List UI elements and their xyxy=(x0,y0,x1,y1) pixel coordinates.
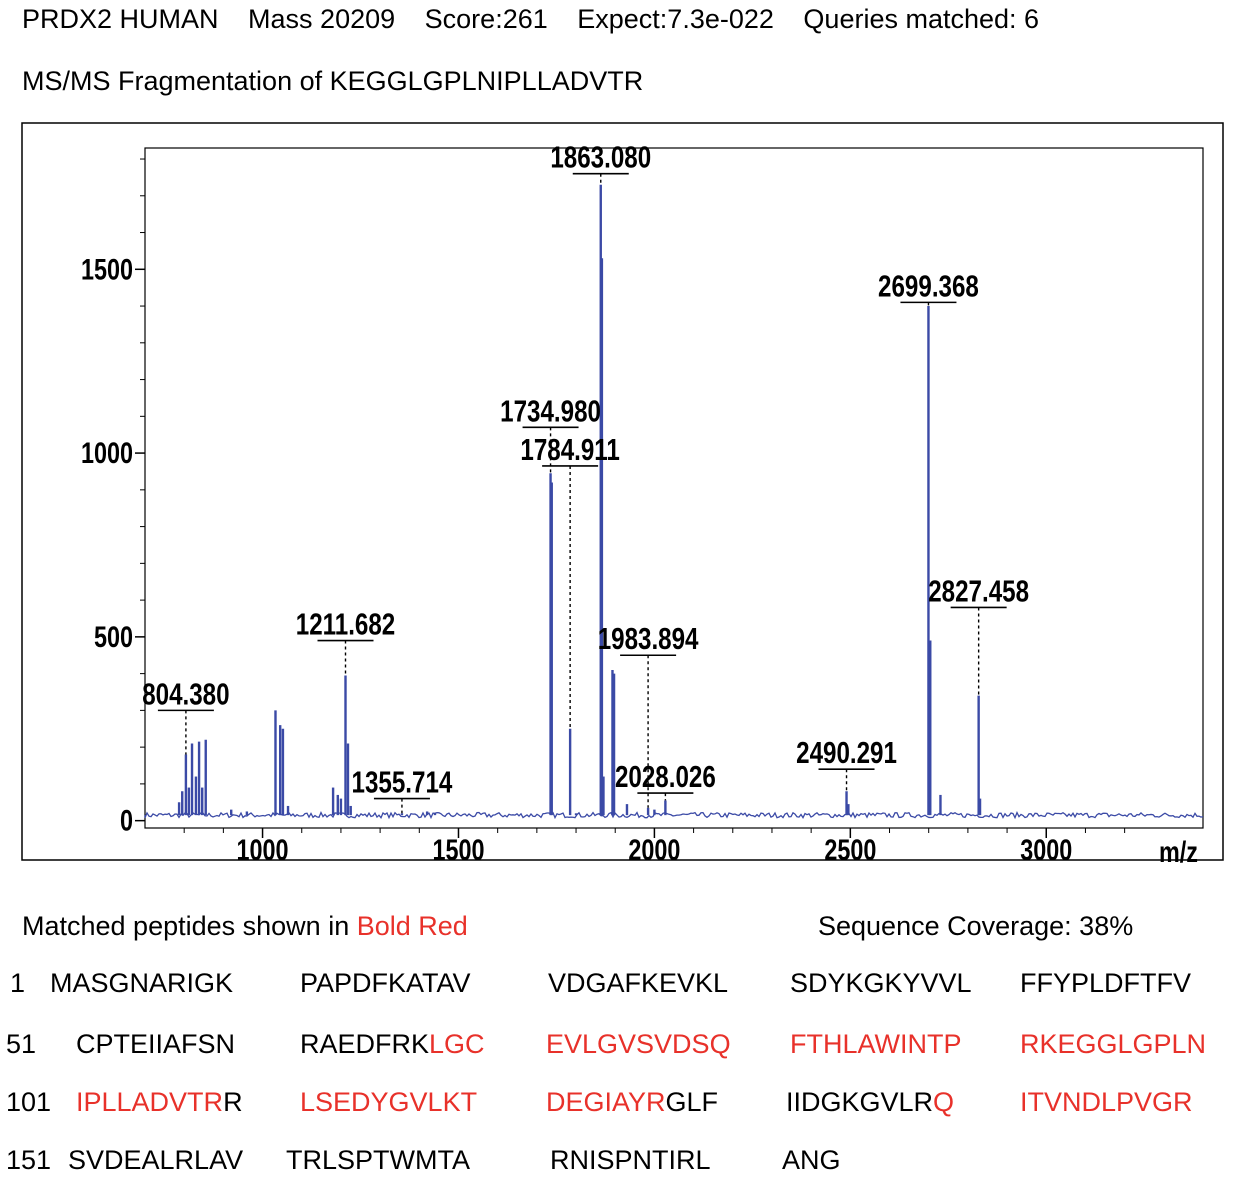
sequence-block: IIDGKGVLRQ xyxy=(786,1087,954,1118)
peak-label: 1734.980 xyxy=(500,393,601,428)
sequence-segment: MASGNARIGK xyxy=(50,968,234,998)
peak-annotations: 804.380 1211.682 1355.714 1734.980 1784.911 1… xyxy=(142,140,1029,814)
peak-label: 2028.026 xyxy=(615,759,716,794)
sequence-block: ANG xyxy=(782,1145,841,1176)
sequence-block: RKEGGLGPLN xyxy=(1020,1029,1206,1060)
chart-subtitle: MS/MS Fragmentation of KEGGLGPLNIPLLADVT… xyxy=(22,66,644,96)
matched-peptide-segment: IPLLADVTR xyxy=(76,1087,224,1117)
sequence-segment: GLF xyxy=(665,1087,719,1117)
sequence-block: RAEDFRKLGC xyxy=(300,1029,485,1060)
sequence-segment: VDGAFKEVKL xyxy=(548,968,729,998)
sequence-block: LSEDYGVLKT xyxy=(300,1087,477,1118)
sequence-block: EVLGVSVDSQ xyxy=(546,1029,731,1060)
sequence-block: RNISPNTIRL xyxy=(550,1145,711,1176)
sequence-row-start: 101 xyxy=(6,1087,52,1117)
result-header: PRDX2 HUMAN Mass 20209 Score:261 Expect:… xyxy=(22,4,1039,35)
protein-mass: Mass 20209 xyxy=(248,4,396,34)
sequence-block: VDGAFKEVKL xyxy=(548,968,728,999)
peak-label: 1211.682 xyxy=(296,607,395,642)
x-tick-label: 1000 xyxy=(237,833,289,866)
legend-highlight: Bold Red xyxy=(356,911,468,941)
y-tick-label: 1500 xyxy=(81,253,133,286)
axis-labels: 1000 1500 2000 2500 3000 0 500 1000 1500 m/z xyxy=(81,253,1198,869)
peak-series xyxy=(144,184,1204,820)
baseline-noise xyxy=(144,810,1204,820)
peak-label: 2490.291 xyxy=(796,735,897,770)
peak-label: 2827.458 xyxy=(928,574,1029,609)
matched-peptide-segment: LSEDYGVLKT xyxy=(300,1087,478,1117)
sequence-segment: R xyxy=(223,1087,243,1117)
sequence-row-start: 51 xyxy=(6,1029,37,1059)
sequence-block: SVDEALRLAV xyxy=(68,1145,243,1176)
sequence-block: DEGIAYRGLF xyxy=(546,1087,718,1118)
sequence-segment: CPTEIIAFSN xyxy=(76,1029,236,1059)
sequence-coverage: Sequence Coverage: 38% xyxy=(818,911,1134,941)
sequence-block: PAPDFKATAV xyxy=(300,968,471,999)
sequence-block: FTHLAWINTP xyxy=(790,1029,962,1060)
y-tick-label: 1000 xyxy=(81,436,133,469)
axis-ticks xyxy=(135,158,1126,838)
sequence-block: ITVNDLPVGR xyxy=(1020,1087,1193,1118)
peak-label: 1983.894 xyxy=(598,621,699,656)
chart-outer-frame xyxy=(21,122,1224,861)
sequence-segment: ANG xyxy=(782,1145,841,1175)
ms-spectrum-chart: 804.3801211.6821355.7141734.9801784.9111… xyxy=(21,122,1224,869)
peak-label: 1863.080 xyxy=(550,140,651,175)
sequence-block: CPTEIIAFSN xyxy=(76,1029,235,1060)
peak-label: 2699.368 xyxy=(878,269,979,304)
matched-peptides-legend: Matched peptides shown in Bold Red xyxy=(22,911,468,942)
sequence-block: FFYPLDFTFV xyxy=(1020,968,1191,999)
sequence-segment: SVDEALRLAV xyxy=(68,1145,244,1175)
peak-label: 1784.911 xyxy=(520,432,619,467)
expect-value: Expect:7.3e-022 xyxy=(577,4,774,34)
matched-peptide-segment: EVLGVSVDSQ xyxy=(546,1029,731,1059)
sequence-block: MASGNARIGK xyxy=(50,968,233,999)
x-tick-label: 1500 xyxy=(432,833,484,866)
x-tick-label: 2000 xyxy=(628,833,680,866)
plot-area-frame xyxy=(144,147,1204,829)
matched-peptide-segment: Q xyxy=(933,1087,955,1117)
sequence-segment: RAEDFRK xyxy=(300,1029,430,1059)
x-tick-label: 3000 xyxy=(1020,833,1072,866)
matched-peptide-segment: DEGIAYR xyxy=(546,1087,666,1117)
matched-peptide-segment: FTHLAWINTP xyxy=(790,1029,962,1059)
sequence-segment: RNISPNTIRL xyxy=(550,1145,711,1175)
legend-text: Matched peptides shown in xyxy=(22,911,357,941)
matched-peptide-segment: LGC xyxy=(429,1029,485,1059)
sequence-block: IPLLADVTRR xyxy=(76,1087,243,1118)
sequence-segment: IIDGKGVLR xyxy=(786,1087,934,1117)
peak-label: 1355.714 xyxy=(352,765,453,800)
y-tick-label: 500 xyxy=(94,620,133,653)
sequence-row-start: 151 xyxy=(6,1145,52,1175)
sequence-block: SDYKGKYVVL xyxy=(790,968,972,999)
x-axis-label: m/z xyxy=(1159,835,1198,868)
y-tick-label: 0 xyxy=(120,804,133,837)
matched-peptide-segment: ITVNDLPVGR xyxy=(1020,1087,1193,1117)
score-value: Score:261 xyxy=(424,4,548,34)
protein-name: PRDX2 HUMAN xyxy=(22,4,219,34)
sequence-segment: TRLSPTWMTA xyxy=(286,1145,470,1175)
queries-matched: Queries matched: 6 xyxy=(803,4,1040,34)
x-tick-label: 2500 xyxy=(824,833,876,866)
sequence-segment: FFYPLDFTFV xyxy=(1020,968,1192,998)
sequence-segment: SDYKGKYVVL xyxy=(790,968,972,998)
sequence-segment: PAPDFKATAV xyxy=(300,968,471,998)
sequence-block: TRLSPTWMTA xyxy=(286,1145,470,1176)
peak-label: 804.380 xyxy=(142,677,229,712)
matched-peptide-segment: RKEGGLGPLN xyxy=(1020,1029,1207,1059)
sequence-row-start: 1 xyxy=(10,968,26,998)
